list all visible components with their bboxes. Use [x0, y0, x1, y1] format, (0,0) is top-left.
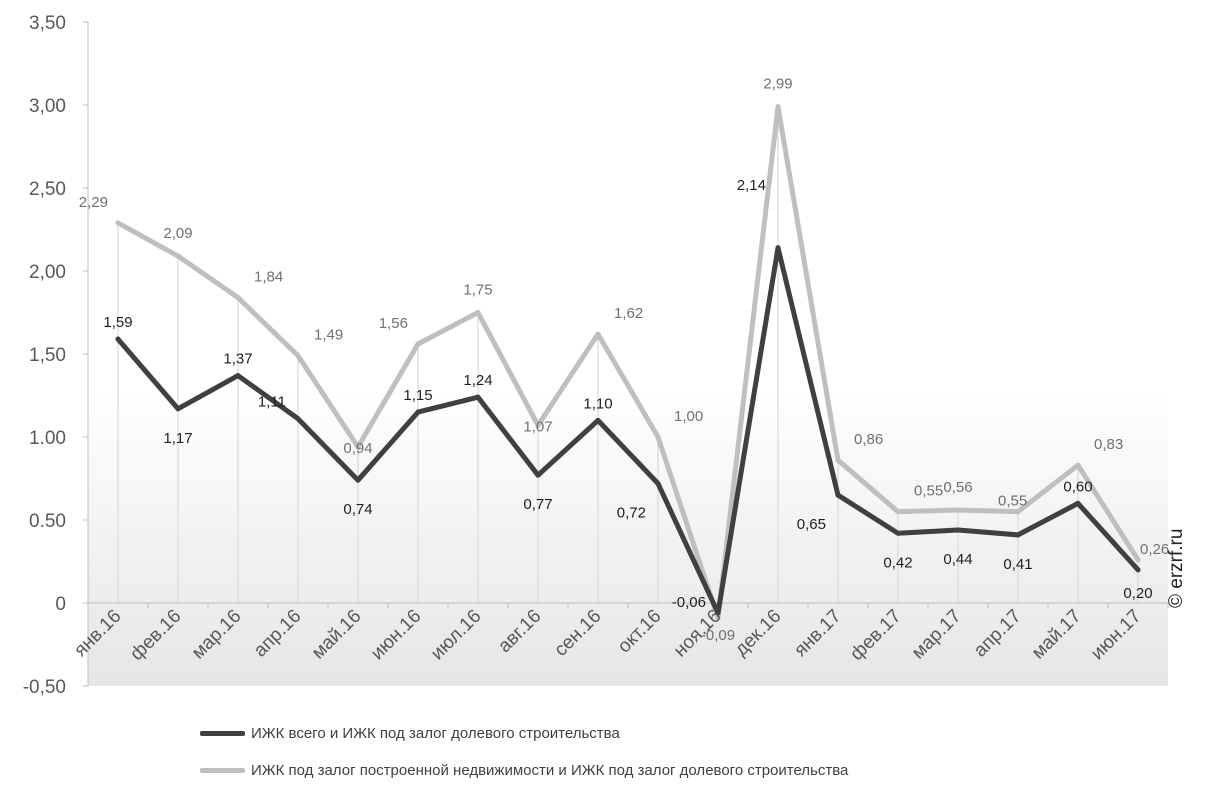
data-label-series-2: 1,07 [523, 418, 552, 435]
data-point [475, 394, 481, 400]
data-label-series-1: 0,77 [523, 496, 552, 513]
data-label-series-2: 2,99 [763, 76, 792, 93]
data-point [295, 353, 301, 359]
data-label-series-1: 2,14 [737, 177, 766, 194]
data-label-series-2: 0,26 [1140, 541, 1169, 558]
data-label-series-2: 1,84 [254, 269, 283, 286]
data-point [175, 406, 181, 412]
data-label-series-2: 0,55 [914, 483, 943, 500]
data-label-series-1: 1,17 [163, 430, 192, 447]
series-line-2 [115, 104, 1141, 621]
data-label-series-2: 0,55 [998, 493, 1027, 510]
data-point [115, 220, 121, 226]
data-label-series-2: 1,56 [379, 315, 408, 332]
data-label-series-2: 1,00 [674, 408, 703, 425]
data-label-series-1: 0,60 [1063, 478, 1092, 495]
data-label-series-1: 0,20 [1123, 585, 1152, 602]
data-label-series-1: -0,06 [672, 594, 706, 611]
y-tick-label: 2,00 [29, 262, 66, 283]
data-label-series-2: 0,56 [943, 479, 972, 496]
data-point [655, 480, 661, 486]
data-label-series-2: 2,29 [79, 194, 108, 211]
data-label-series-2: 0,94 [343, 440, 372, 457]
data-label-series-1: 1,15 [403, 387, 432, 404]
data-point [175, 253, 181, 259]
data-point [1075, 500, 1081, 506]
legend: ИЖК всего и ИЖК под залог долевого строи… [200, 722, 848, 796]
data-label-series-2: 2,09 [163, 225, 192, 242]
y-tick-label: 1,50 [29, 345, 66, 366]
plot-background [88, 22, 1168, 686]
data-point [1015, 509, 1021, 515]
data-label-series-1: 1,11 [258, 394, 286, 411]
data-label-series-2: 0,83 [1094, 436, 1123, 453]
data-point [595, 331, 601, 337]
data-label-series-1: 0,65 [797, 516, 826, 533]
data-point [955, 507, 961, 513]
data-label-series-1: 1,24 [463, 372, 492, 389]
data-point [115, 336, 121, 342]
watermark: © erzrf.ru [1166, 528, 1187, 608]
data-point [595, 417, 601, 423]
data-point [1015, 532, 1021, 538]
data-point [775, 245, 781, 251]
data-label-series-2: 1,75 [463, 282, 492, 299]
y-tick-label: -0,50 [23, 677, 66, 698]
data-point [835, 457, 841, 463]
data-point [835, 492, 841, 498]
data-label-series-2: -0,09 [701, 627, 735, 644]
y-tick-label: 2,50 [29, 179, 66, 200]
data-point [775, 104, 781, 110]
data-point [535, 472, 541, 478]
data-point [655, 434, 661, 440]
data-point [895, 509, 901, 515]
y-tick-label: 1.00 [29, 428, 66, 449]
data-label-series-1: 0,74 [343, 501, 372, 518]
data-label-series-1: 1,10 [583, 395, 612, 412]
data-point [295, 416, 301, 422]
data-point [235, 295, 241, 301]
data-point [1075, 462, 1081, 468]
legend-label-series-1: ИЖК всего и ИЖК под залог долевого строи… [251, 724, 620, 742]
data-point [235, 373, 241, 379]
legend-swatch-light [200, 767, 245, 773]
data-label-series-1: 1,37 [223, 351, 252, 368]
data-label-series-2: 1,49 [314, 327, 343, 344]
legend-item-series-1: ИЖК всего и ИЖК под залог долевого строи… [200, 722, 848, 744]
y-tick-label: 0 [55, 594, 66, 615]
series-line-1 [115, 245, 1141, 616]
data-label-series-1: 0,42 [883, 554, 912, 571]
data-label-series-1: 0,72 [617, 504, 646, 521]
data-label-series-2: 1,62 [614, 305, 643, 322]
data-point [535, 422, 541, 428]
data-point [1135, 557, 1141, 563]
data-point [715, 610, 721, 616]
data-point [895, 530, 901, 536]
legend-item-series-2: ИЖК под залог построенной недвижимости и… [200, 759, 848, 781]
y-tick-label: 0.50 [29, 511, 66, 532]
data-label-series-1: 1,59 [103, 314, 132, 331]
data-point [355, 444, 361, 450]
y-tick-label: 3,50 [29, 13, 66, 34]
data-point [415, 341, 421, 347]
y-tick-label: 3,00 [29, 96, 66, 117]
data-label-series-2: 0,86 [854, 431, 883, 448]
data-point [1135, 567, 1141, 573]
legend-swatch-dark [200, 730, 245, 736]
legend-label-series-2: ИЖК под залог построенной недвижимости и… [251, 761, 849, 779]
data-label-series-1: 0,41 [1003, 556, 1032, 573]
data-point [415, 409, 421, 415]
data-point [355, 477, 361, 483]
data-label-series-1: 0,44 [943, 551, 972, 568]
data-point [955, 527, 961, 533]
data-point [475, 310, 481, 315]
data-point [715, 615, 721, 621]
